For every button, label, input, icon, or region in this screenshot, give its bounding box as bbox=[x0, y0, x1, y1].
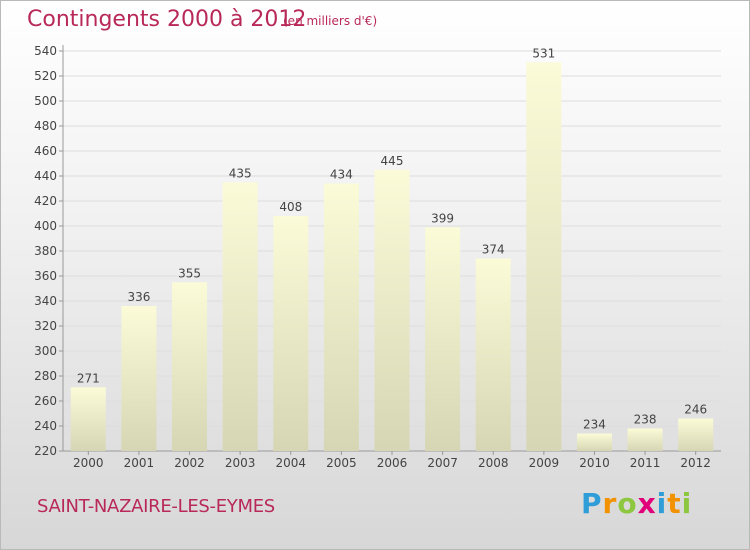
data-label-2004: 408 bbox=[279, 200, 302, 214]
data-label-2007: 399 bbox=[431, 211, 454, 225]
x-tick-label-2005: 2005 bbox=[326, 456, 357, 470]
bar-2004 bbox=[273, 216, 309, 451]
data-label-2006: 445 bbox=[381, 154, 404, 168]
logo-letter: i bbox=[681, 487, 693, 520]
data-label-2003: 435 bbox=[229, 166, 252, 180]
y-tick-label: 300 bbox=[34, 344, 57, 358]
x-tick-label-2010: 2010 bbox=[579, 456, 610, 470]
data-label-2011: 238 bbox=[634, 413, 657, 427]
bar-2003 bbox=[222, 182, 258, 451]
y-tick-label: 440 bbox=[34, 169, 57, 183]
y-tick-label: 460 bbox=[34, 144, 57, 158]
logo-letter: i bbox=[656, 487, 668, 520]
y-tick-label: 320 bbox=[34, 319, 57, 333]
y-tick-label: 280 bbox=[34, 369, 57, 383]
y-tick-label: 500 bbox=[34, 94, 57, 108]
logo-letter: t bbox=[667, 487, 682, 520]
logo-letter: r bbox=[602, 487, 618, 520]
commune-name: SAINT-NAZAIRE-LES-EYMES bbox=[37, 496, 275, 517]
y-tick-label: 520 bbox=[34, 69, 57, 83]
bar-2010 bbox=[576, 433, 612, 451]
y-tick-label: 480 bbox=[34, 119, 57, 133]
x-tick-label-2000: 2000 bbox=[73, 456, 104, 470]
x-tick-label-2001: 2001 bbox=[124, 456, 155, 470]
bar-2007 bbox=[425, 227, 461, 451]
bar-2012 bbox=[678, 418, 714, 451]
data-label-2005: 434 bbox=[330, 168, 353, 182]
x-tick-label-2012: 2012 bbox=[680, 456, 711, 470]
x-tick-label-2002: 2002 bbox=[174, 456, 205, 470]
data-label-2001: 336 bbox=[127, 290, 150, 304]
x-tick-label-2007: 2007 bbox=[427, 456, 458, 470]
data-label-2010: 234 bbox=[583, 418, 606, 432]
x-tick-label-2004: 2004 bbox=[275, 456, 306, 470]
y-tick-label: 260 bbox=[34, 394, 57, 408]
data-label-2009: 531 bbox=[532, 46, 555, 60]
bar-2011 bbox=[627, 428, 663, 451]
y-tick-label: 360 bbox=[34, 269, 57, 283]
bar-2002 bbox=[172, 282, 208, 451]
x-tick-label-2008: 2008 bbox=[478, 456, 509, 470]
y-tick-label: 240 bbox=[34, 419, 57, 433]
y-tick-label: 400 bbox=[34, 219, 57, 233]
y-tick-label: 220 bbox=[34, 444, 57, 458]
bar-2009 bbox=[526, 62, 562, 451]
chart-title: Contingents 2000 à 2012 bbox=[27, 7, 307, 32]
data-label-2000: 271 bbox=[77, 371, 100, 385]
bar-2000 bbox=[70, 387, 106, 451]
logo-letter: P bbox=[581, 487, 603, 520]
data-label-2008: 374 bbox=[482, 243, 505, 257]
chart-subtitle: (en milliers d'€) bbox=[283, 14, 378, 28]
y-tick-label: 540 bbox=[34, 44, 57, 58]
bar-2001 bbox=[121, 306, 157, 451]
proxiti-logo: Proxiti bbox=[581, 487, 692, 520]
x-tick-label-2003: 2003 bbox=[225, 456, 256, 470]
y-tick-label: 380 bbox=[34, 244, 57, 258]
y-tick-label: 420 bbox=[34, 194, 57, 208]
x-tick-label-2009: 2009 bbox=[529, 456, 560, 470]
bar-2005 bbox=[323, 183, 359, 451]
y-tick-label: 340 bbox=[34, 294, 57, 308]
logo-letter: o bbox=[617, 487, 638, 520]
bar-2006 bbox=[374, 169, 410, 451]
logo-letter: x bbox=[637, 487, 657, 520]
data-label-2012: 246 bbox=[684, 403, 707, 417]
x-tick-label-2006: 2006 bbox=[377, 456, 408, 470]
bar-2008 bbox=[475, 258, 511, 451]
x-tick-label-2011: 2011 bbox=[630, 456, 661, 470]
data-label-2002: 355 bbox=[178, 266, 201, 280]
